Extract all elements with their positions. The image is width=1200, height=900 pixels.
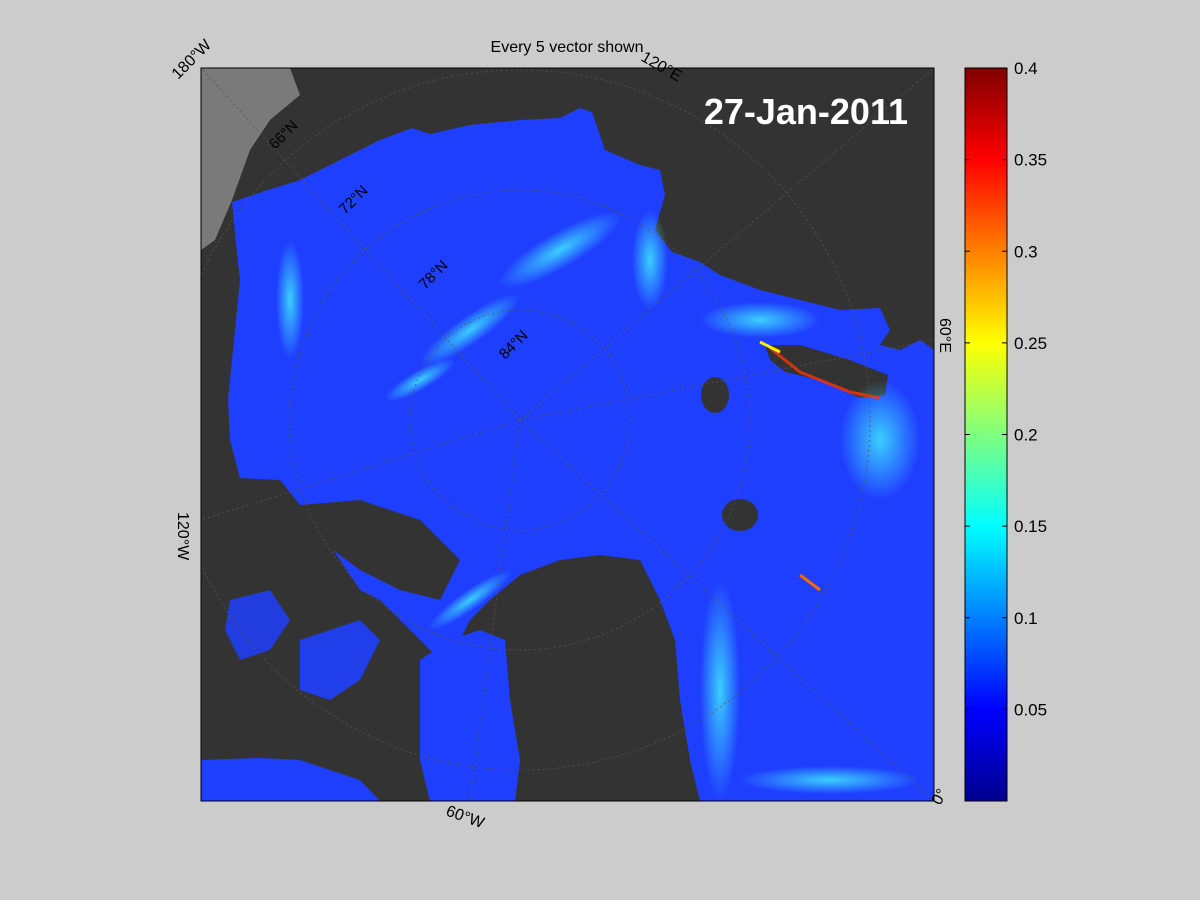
- colorbar-gradient: [964, 67, 1008, 802]
- colorbar: 0.4 0.35 0.3 0.25 0.2 0.15 0.1 0.05: [964, 59, 1047, 802]
- colorbar-tick-label: 0.25: [1014, 334, 1047, 353]
- colorbar-tick-label: 0.35: [1014, 151, 1047, 170]
- colorbar-tick-label: 0.15: [1014, 517, 1047, 536]
- lon-120w-label: 120°W: [174, 512, 191, 561]
- lon-60w-label: 60°W: [444, 803, 488, 833]
- map-frame: [200, 67, 935, 802]
- ocean-channel-strip: [300, 620, 380, 700]
- ocean-arctic-basin: [228, 108, 934, 801]
- island-svalbard: [701, 377, 729, 413]
- colorbar-tick-label: 0.1: [1014, 609, 1038, 628]
- lon-0-label: 0°: [929, 786, 951, 808]
- colorbar-tick-label: 0.4: [1014, 59, 1038, 78]
- colorbar-tick-label: 0.2: [1014, 426, 1038, 445]
- colorbar-ticks: 0.4 0.35 0.3 0.25 0.2 0.15 0.1 0.05: [965, 59, 1047, 719]
- land-gray-alaska: [201, 68, 300, 250]
- land-greenland: [515, 560, 670, 801]
- graticule: [201, 68, 934, 801]
- ocean-channel-strip-2: [225, 590, 290, 660]
- map-panel: 66°N 72°N 78°N 84°N 27-Jan-2011: [201, 68, 934, 801]
- island-franz-josef: [722, 499, 758, 531]
- ocean-baffin-bay: [420, 630, 520, 801]
- ocean-channels-lower-left: [201, 758, 380, 801]
- date-label: 27-Jan-2011: [704, 91, 908, 132]
- current-highlights: [276, 210, 920, 800]
- colorbar-tick-label: 0.3: [1014, 242, 1038, 261]
- colorbar-tick-label: 0.05: [1014, 700, 1047, 719]
- map-title: Every 5 vector shown: [491, 39, 644, 56]
- land-novaya-zemlya: [765, 345, 888, 398]
- land-canadian-arctic: [300, 500, 460, 600]
- lon-60e-label: 60°E: [936, 318, 953, 353]
